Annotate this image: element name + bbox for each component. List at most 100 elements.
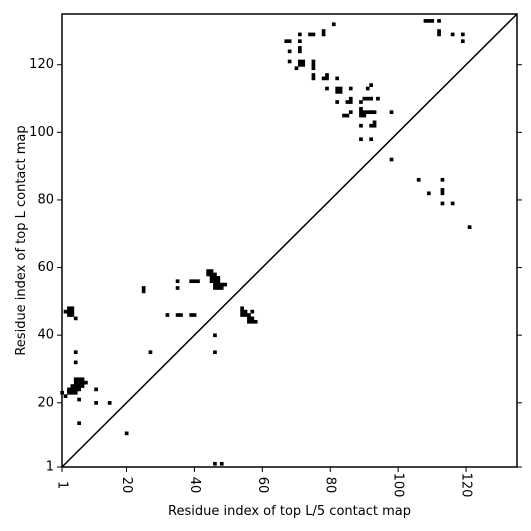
contact-point	[67, 306, 71, 311]
contact-point	[389, 110, 394, 115]
contact-point	[297, 46, 302, 50]
contact-point	[70, 387, 75, 392]
contact-point	[365, 86, 370, 91]
contact-point	[247, 316, 251, 321]
contact-point	[325, 73, 329, 77]
contact-point	[77, 384, 81, 388]
contact-point	[77, 380, 81, 385]
contact-point	[372, 110, 377, 115]
contact-point	[440, 177, 445, 182]
contact-point	[80, 377, 85, 382]
y-axis-label: Residue index of top L contact map	[14, 125, 29, 355]
contact-point	[311, 76, 316, 81]
contact-point	[450, 32, 455, 37]
contact-point	[297, 63, 302, 67]
contact-point	[369, 110, 373, 115]
x-axis-label: Residue index of top L/5 contact map	[168, 504, 411, 519]
contact-point	[94, 387, 98, 392]
contact-point	[301, 63, 306, 67]
contact-point	[206, 272, 211, 277]
contact-point	[219, 282, 224, 287]
contact-point	[369, 83, 373, 87]
contact-point	[213, 350, 217, 355]
contact-point	[63, 309, 68, 314]
contact-point	[63, 394, 68, 398]
contact-point	[243, 309, 248, 314]
contact-point	[209, 279, 214, 284]
x-tick-label: 60	[255, 477, 270, 494]
contact-point	[450, 201, 455, 206]
y-tick-label: 60	[37, 260, 54, 275]
diagonal-line	[61, 13, 518, 468]
contact-point	[73, 377, 78, 382]
contact-point	[297, 49, 302, 54]
contact-point	[243, 313, 248, 317]
contact-point	[70, 313, 75, 317]
contact-point	[209, 272, 214, 277]
contact-point	[84, 380, 88, 385]
contact-point	[440, 201, 445, 206]
contact-point	[335, 76, 340, 81]
contact-point	[287, 49, 292, 54]
contact-point	[359, 110, 363, 115]
contact-point	[73, 387, 78, 392]
x-tick-label: 100	[391, 473, 406, 498]
contact-point	[348, 110, 353, 115]
contact-point	[297, 59, 302, 64]
contact-point	[216, 275, 221, 280]
contact-point	[335, 90, 340, 94]
x-tick-label: 20	[119, 477, 134, 494]
y-tick-label: 40	[37, 328, 54, 343]
contact-point	[219, 461, 224, 466]
x-tick-label: 40	[187, 477, 202, 494]
contact-point	[189, 313, 194, 317]
contact-point	[240, 313, 244, 317]
contact-point	[213, 279, 217, 284]
contact-point	[359, 123, 363, 128]
x-tick-label: 120	[459, 473, 474, 498]
contact-point	[297, 32, 302, 37]
plot-frame	[61, 13, 518, 468]
contact-point	[73, 390, 78, 395]
contact-point	[430, 19, 435, 23]
contact-point	[73, 316, 78, 321]
contact-point	[213, 282, 217, 287]
contact-point	[335, 100, 340, 104]
contact-point	[362, 96, 367, 101]
contact-point	[359, 100, 363, 104]
contact-point	[321, 76, 326, 81]
contact-point	[70, 306, 75, 311]
contact-point	[148, 350, 153, 355]
contact-point	[311, 63, 316, 67]
contact-point	[94, 401, 98, 405]
contact-point	[209, 269, 214, 273]
contact-point	[213, 272, 217, 277]
contact-point	[107, 401, 112, 405]
contact-point	[189, 279, 194, 284]
contact-point	[216, 279, 221, 284]
contact-point	[376, 96, 380, 101]
contact-point	[240, 309, 244, 314]
contact-point	[73, 380, 78, 385]
contact-point	[311, 73, 316, 77]
contact-point	[240, 306, 244, 311]
contact-point	[213, 333, 217, 338]
data-points	[60, 19, 472, 466]
contact-point	[345, 113, 350, 118]
x-tick-label: 80	[323, 477, 338, 494]
y-tick-label: 120	[29, 57, 54, 72]
contact-point	[67, 313, 71, 317]
contact-point	[369, 137, 373, 142]
contact-point	[440, 188, 445, 192]
contact-point	[338, 86, 343, 91]
contact-point	[311, 59, 316, 64]
contact-point	[342, 113, 346, 118]
contact-point	[192, 313, 197, 317]
contact-point	[321, 29, 326, 33]
contact-point	[362, 113, 367, 118]
contact-point	[460, 39, 465, 44]
x-axis-ticks: 1 20 40 60 80 100 120	[55, 467, 474, 497]
contact-point	[338, 90, 343, 94]
